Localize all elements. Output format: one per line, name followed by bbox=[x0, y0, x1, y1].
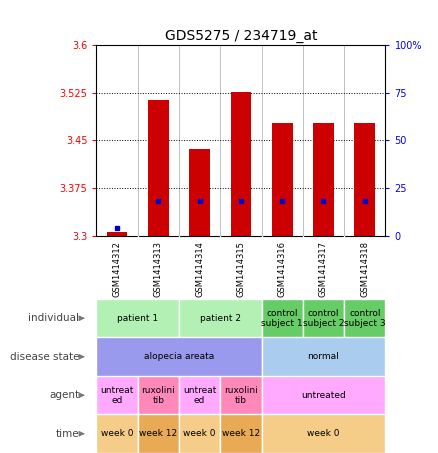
Text: control
subject 1: control subject 1 bbox=[261, 308, 303, 328]
Text: GSM1414314: GSM1414314 bbox=[195, 241, 204, 297]
Text: GSM1414317: GSM1414317 bbox=[319, 241, 328, 297]
Text: GSM1414315: GSM1414315 bbox=[237, 241, 245, 297]
Text: time: time bbox=[55, 429, 79, 439]
Text: untreated: untreated bbox=[301, 391, 346, 400]
Bar bbox=[138, 414, 179, 453]
Bar bbox=[220, 414, 261, 453]
Text: agent: agent bbox=[49, 390, 79, 400]
Bar bbox=[96, 299, 179, 337]
Text: GSM1414316: GSM1414316 bbox=[278, 241, 287, 297]
Text: GSM1414312: GSM1414312 bbox=[113, 241, 121, 297]
Bar bbox=[272, 123, 293, 236]
Text: patient 1: patient 1 bbox=[117, 314, 158, 323]
Text: individual: individual bbox=[28, 313, 79, 323]
Bar bbox=[354, 123, 375, 236]
Bar bbox=[179, 376, 220, 414]
Text: untreat
ed: untreat ed bbox=[183, 386, 216, 405]
Bar bbox=[179, 299, 261, 337]
Bar bbox=[107, 232, 127, 236]
Bar bbox=[261, 299, 303, 337]
Bar bbox=[261, 337, 385, 376]
Bar bbox=[220, 376, 261, 414]
Text: ruxolini
tib: ruxolini tib bbox=[224, 386, 258, 405]
Bar bbox=[96, 337, 261, 376]
Text: normal: normal bbox=[307, 352, 339, 361]
Text: week 12: week 12 bbox=[139, 429, 177, 438]
Text: control
subject 3: control subject 3 bbox=[344, 308, 385, 328]
Bar bbox=[189, 149, 210, 236]
Bar bbox=[138, 376, 179, 414]
Text: week 0: week 0 bbox=[101, 429, 133, 438]
Text: week 0: week 0 bbox=[307, 429, 340, 438]
Bar bbox=[96, 414, 138, 453]
Text: week 0: week 0 bbox=[184, 429, 216, 438]
Bar bbox=[148, 101, 169, 236]
Text: GSM1414313: GSM1414313 bbox=[154, 241, 163, 297]
Text: ruxolini
tib: ruxolini tib bbox=[141, 386, 175, 405]
Bar bbox=[344, 299, 385, 337]
Bar bbox=[230, 92, 251, 236]
Text: control
subject 2: control subject 2 bbox=[303, 308, 344, 328]
Bar bbox=[261, 414, 385, 453]
Bar bbox=[303, 299, 344, 337]
Title: GDS5275 / 234719_at: GDS5275 / 234719_at bbox=[165, 29, 317, 43]
Text: GSM1414318: GSM1414318 bbox=[360, 241, 369, 297]
Bar bbox=[96, 376, 138, 414]
Text: disease state: disease state bbox=[10, 352, 79, 362]
Text: untreat
ed: untreat ed bbox=[100, 386, 134, 405]
Bar bbox=[261, 376, 385, 414]
Bar bbox=[179, 414, 220, 453]
Text: patient 2: patient 2 bbox=[200, 314, 241, 323]
Text: alopecia areata: alopecia areata bbox=[144, 352, 214, 361]
Bar bbox=[313, 123, 334, 236]
Text: week 12: week 12 bbox=[222, 429, 260, 438]
